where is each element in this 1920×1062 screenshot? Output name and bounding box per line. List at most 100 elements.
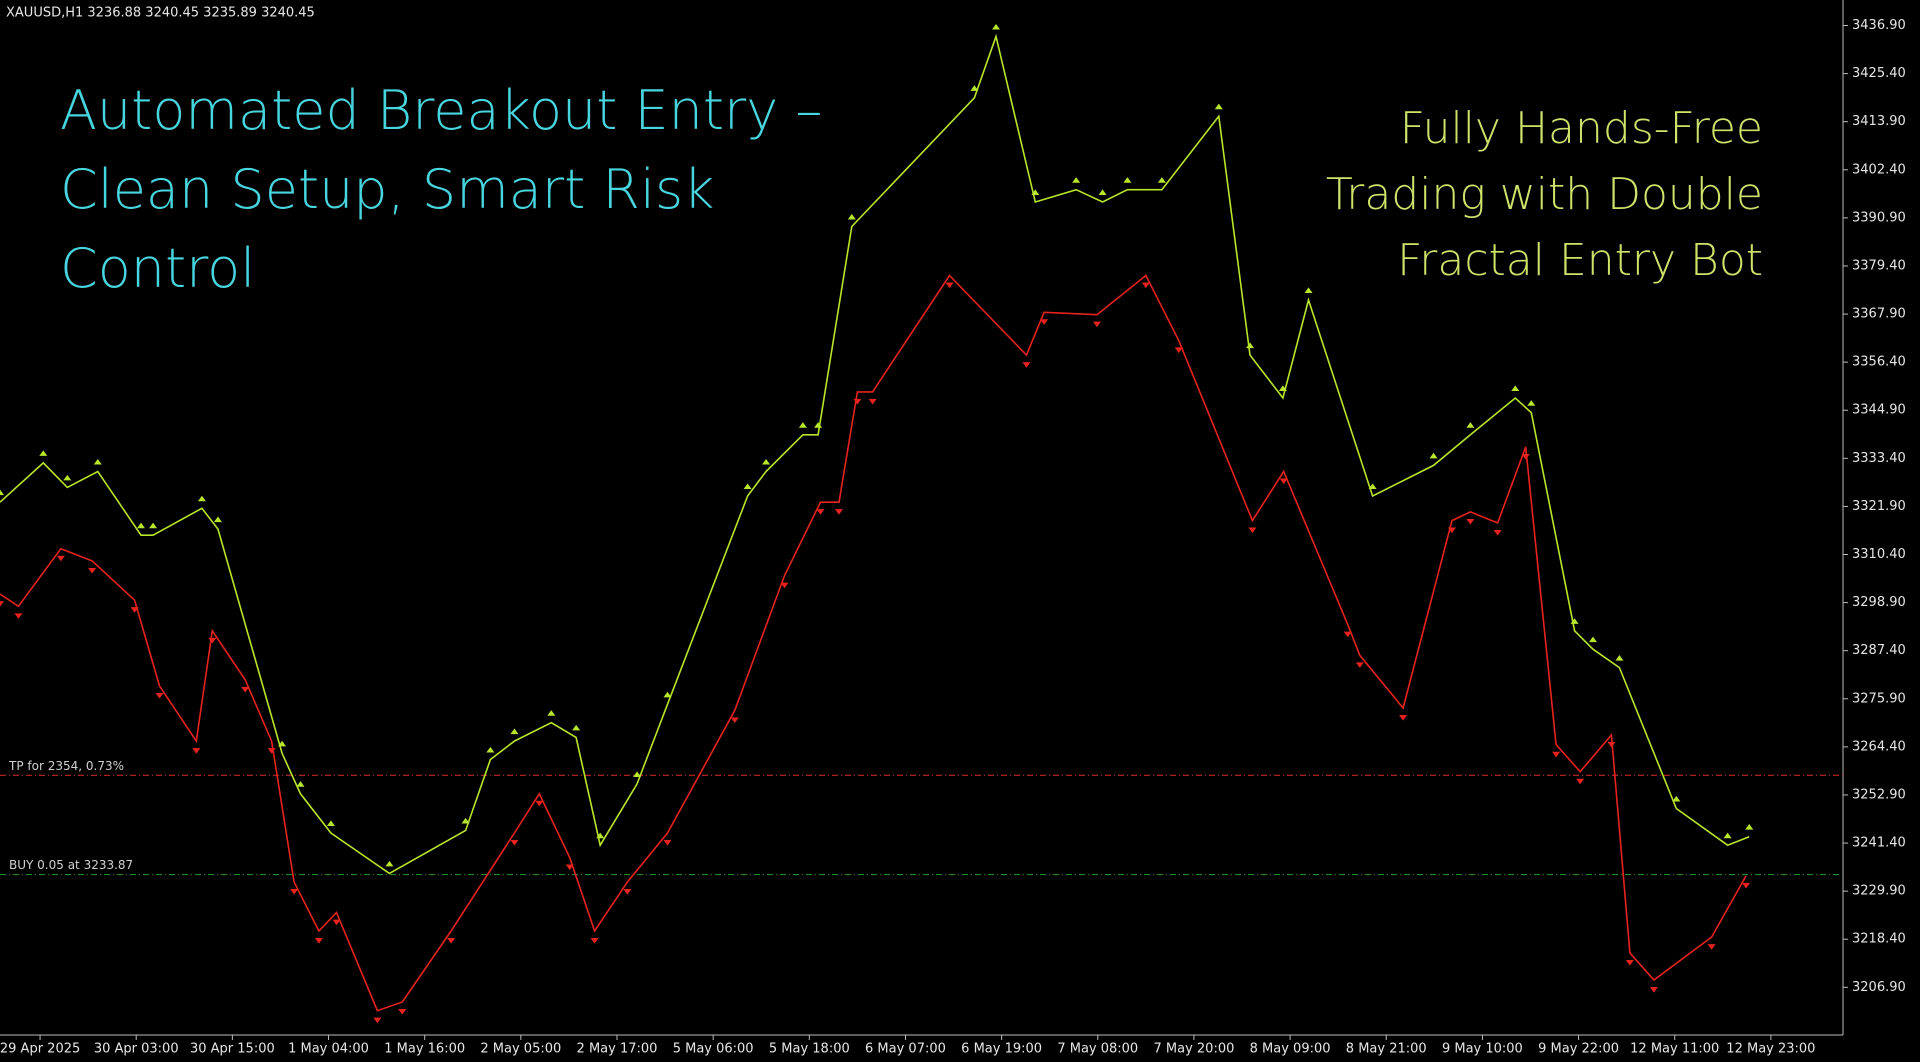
fractal-arrow	[447, 937, 456, 944]
fractal-arrow	[1570, 618, 1579, 624]
fractal-arrow	[1214, 103, 1223, 110]
y-tick-label: 3436.90	[1852, 18, 1906, 33]
title-right-line: Fully Hands-Free	[1400, 103, 1763, 154]
x-tick-label: 2 May 17:00	[577, 1042, 658, 1057]
fractal-arrow	[290, 888, 299, 895]
y-tick-label: 3206.90	[1852, 980, 1906, 995]
fractal-arrow	[590, 937, 599, 944]
fractal-arrow	[0, 489, 4, 496]
fractal-arrow	[1466, 518, 1475, 525]
fractal-arrow	[1157, 177, 1166, 183]
fractal-arrow	[208, 637, 217, 644]
x-tick-label: 30 Apr 15:00	[190, 1042, 275, 1057]
fractal-arrow	[326, 820, 335, 826]
fractal-arrow	[1072, 177, 1081, 183]
title-left-line: Clean Setup, Smart Risk	[60, 158, 714, 221]
y-tick-label: 3310.40	[1852, 547, 1906, 562]
fractal-arrow	[970, 85, 979, 91]
title-left-line: Automated Breakout Entry –	[60, 79, 822, 142]
fractal-arrow	[798, 422, 807, 428]
y-tick-label: 3287.40	[1852, 643, 1906, 658]
x-tick-label: 7 May 08:00	[1057, 1042, 1138, 1057]
fractal-arrow	[663, 691, 672, 698]
fractal-arrow	[1174, 347, 1183, 353]
fractal-arrow	[137, 522, 146, 529]
fractal-arrow	[267, 748, 276, 754]
fractal-arrow	[1707, 944, 1716, 950]
y-tick-label: 3379.40	[1852, 258, 1906, 273]
fractal-arrow	[1022, 362, 1031, 368]
fractal-arrow	[762, 458, 771, 465]
fractal-arrow	[868, 398, 877, 405]
title-left: Automated Breakout Entry – Clean Setup, S…	[60, 79, 822, 300]
fractal-arrow	[510, 839, 519, 846]
y-tick-label: 3413.90	[1852, 114, 1906, 129]
fractal-arrow	[192, 748, 201, 754]
level-label: TP for 2354, 0.73%	[8, 759, 124, 773]
fractal-arrow	[241, 686, 250, 693]
fractal-arrow	[93, 458, 102, 465]
fractal-arrow	[1742, 882, 1751, 889]
x-tick-label: 1 May 16:00	[384, 1042, 465, 1057]
fractal-arrow	[385, 860, 394, 867]
fractal-arrow	[63, 474, 72, 481]
fractal-arrow	[1552, 751, 1561, 758]
fractal-arrow	[780, 582, 789, 589]
x-tick-label: 7 May 20:00	[1153, 1042, 1234, 1057]
fractal-arrow	[1248, 527, 1257, 534]
fractal-arrow	[1123, 177, 1132, 183]
fractal-arrow	[565, 864, 574, 871]
fractal-arrow	[1493, 529, 1502, 536]
fractal-arrow	[332, 919, 341, 926]
fractal-arrow	[1745, 824, 1754, 830]
fractal-line	[0, 274, 1747, 1012]
fractal-arrow	[853, 398, 862, 405]
fractal-arrow	[0, 601, 4, 607]
fractal-arrow	[39, 450, 48, 456]
fractal-arrow	[1279, 478, 1288, 485]
title-right-line: Trading with Double	[1326, 169, 1763, 220]
fractal-arrow	[14, 613, 23, 619]
fractal-arrow	[88, 567, 97, 574]
x-tick-label: 9 May 22:00	[1538, 1042, 1619, 1057]
symbol-header: XAUUSD,H1 3236.88 3240.45 3235.89 3240.4…	[6, 6, 315, 21]
fractal-arrow	[1031, 189, 1040, 195]
fractal-arrow	[1723, 832, 1732, 839]
fractal-arrow	[373, 1017, 382, 1024]
y-tick-label: 3390.90	[1852, 210, 1906, 225]
fractal-arrow	[1343, 631, 1352, 638]
fractal-arrow	[572, 724, 581, 731]
title-left-line: Control	[60, 237, 255, 300]
fractal-arrow	[314, 937, 323, 944]
x-tick-label: 6 May 19:00	[961, 1042, 1042, 1057]
fractal-arrow	[1576, 778, 1585, 785]
fractal-arrow	[945, 282, 954, 289]
fractal-arrow	[197, 495, 206, 502]
fractal-arrow	[816, 509, 825, 515]
fractal-arrow	[814, 422, 823, 428]
fractal-arrow	[596, 832, 605, 839]
y-tick-label: 3425.40	[1852, 66, 1906, 81]
fractal-arrow	[535, 800, 544, 807]
x-tick-label: 6 May 07:00	[865, 1042, 946, 1057]
x-tick-label: 9 May 10:00	[1442, 1042, 1523, 1057]
fractal-arrow	[1615, 654, 1624, 661]
fractal-arrow	[633, 771, 642, 777]
fractal-arrow	[1304, 287, 1313, 294]
fractal-arrow	[1098, 189, 1107, 195]
fractal-arrow	[296, 781, 305, 787]
y-tick-label: 3218.40	[1852, 932, 1906, 947]
fractal-arrow	[1588, 636, 1597, 643]
fractal-arrow	[834, 509, 843, 515]
title-right: Fully Hands-Free Trading with Double Fract…	[1326, 103, 1763, 286]
fractal-arrow	[1399, 714, 1408, 721]
fractal-arrow	[623, 888, 632, 895]
fractal-arrow	[1040, 319, 1049, 325]
fractal-arrow	[1368, 483, 1377, 490]
y-tick-label: 3252.90	[1852, 787, 1906, 802]
fractal-arrow	[1607, 741, 1616, 748]
y-tick-label: 3402.40	[1852, 162, 1906, 177]
